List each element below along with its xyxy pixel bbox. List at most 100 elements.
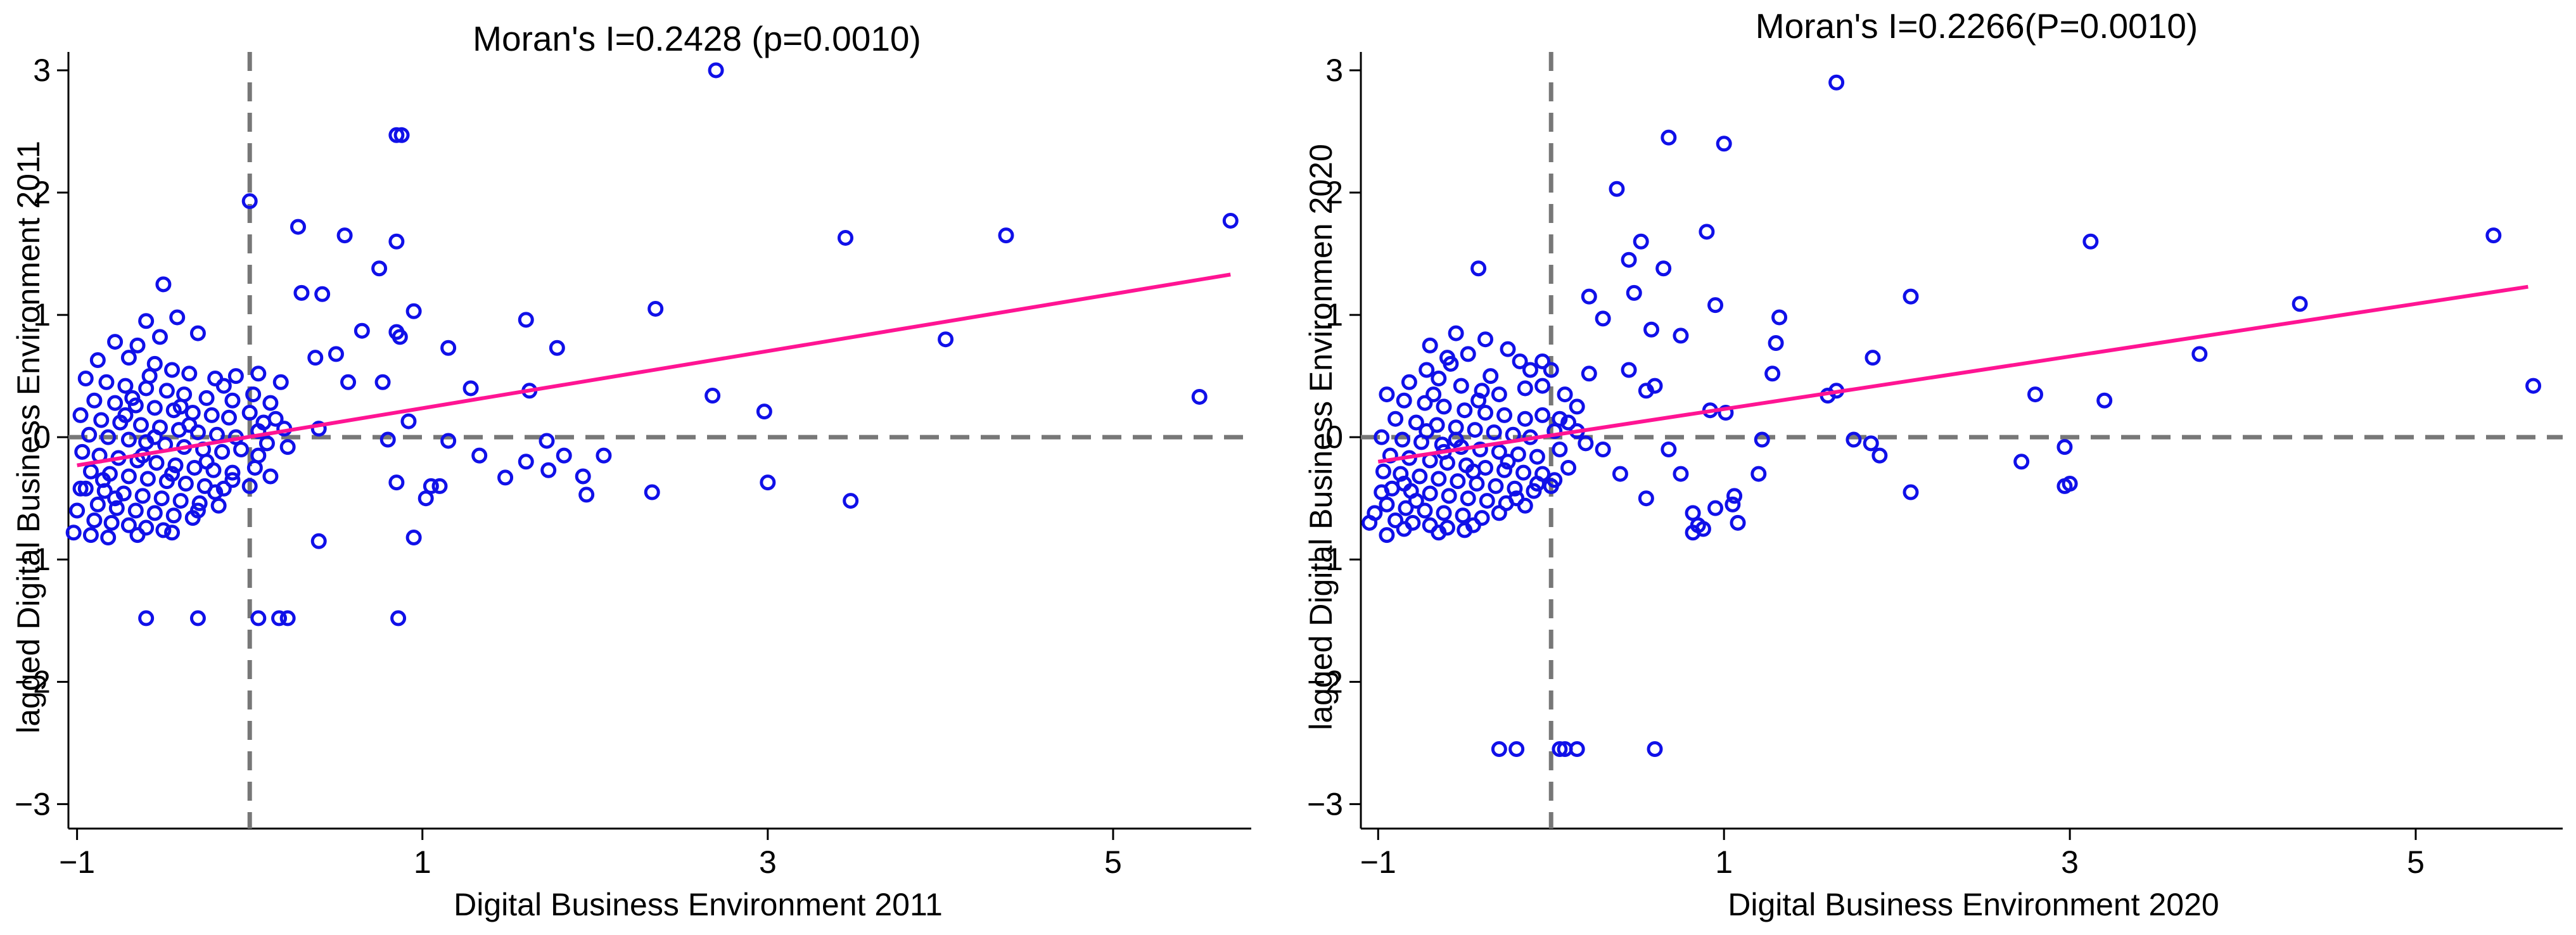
data-point-2011 (208, 426, 225, 443)
data-point-2011 (172, 398, 189, 415)
chart-title-2011: Moran's I=0.2428 (p=0.0010) (473, 19, 921, 58)
data-point-2011 (139, 471, 156, 487)
data-point-2020 (1828, 74, 1845, 91)
data-point-2020 (1529, 476, 1545, 492)
data-point-2020 (1621, 362, 1637, 378)
data-point-2020 (1425, 386, 1442, 403)
x-tick-label-2020: 5 (2407, 844, 2425, 880)
data-point-2020 (2027, 386, 2044, 403)
x-axis-label-2020: Digital Business Environment 2020 (1728, 887, 2219, 922)
data-point-2011 (129, 527, 146, 544)
data-point-2020 (1560, 414, 1577, 431)
data-point-2011 (107, 395, 124, 411)
data-point-2011 (390, 610, 407, 627)
data-point-2020 (1450, 473, 1466, 490)
data-point-2011 (207, 484, 224, 500)
data-point-2011 (158, 383, 175, 399)
data-point-2020 (1472, 441, 1488, 457)
data-point-2020 (1408, 493, 1424, 509)
data-point-2020 (1488, 478, 1504, 494)
data-point-2011 (354, 322, 370, 339)
data-point-2020 (1491, 505, 1507, 521)
data-point-2011 (98, 374, 115, 390)
data-point-2011 (250, 423, 267, 440)
data-point-2020 (1412, 468, 1428, 485)
data-point-2020 (1419, 423, 1435, 440)
data-point-2011 (310, 533, 327, 549)
data-point-2011 (65, 525, 82, 541)
data-point-2011 (164, 525, 181, 541)
data-point-2020 (1491, 386, 1507, 403)
data-point-2011 (172, 493, 189, 509)
data-point-2020 (1448, 431, 1464, 448)
data-point-2020 (1396, 521, 1412, 537)
data-point-2011 (644, 484, 660, 500)
data-point-2011 (181, 417, 198, 433)
data-point-2011 (540, 462, 557, 478)
data-point-2020 (1725, 496, 1741, 512)
data-point-2020 (1522, 362, 1538, 378)
x-tick-label-2020: −1 (1360, 844, 1396, 880)
y-tick-label-2011: −2 (15, 664, 51, 699)
data-point-2020 (1626, 284, 1642, 301)
data-point-2020 (1661, 129, 1677, 146)
data-point-2020 (1560, 459, 1577, 476)
data-point-2011 (181, 366, 198, 382)
y-tick-label-2020: −1 (1307, 542, 1343, 577)
data-point-2011 (647, 300, 664, 317)
data-point-2020 (1647, 741, 1663, 758)
scatter-panel-2020: Moran's I=0.2266(P=0.0010) Digital Busin… (1303, 6, 2563, 922)
data-point-2020 (1569, 398, 1585, 415)
data-point-2020 (1431, 525, 1447, 541)
data-point-2020 (1771, 309, 1788, 326)
data-point-2020 (1609, 181, 1625, 197)
data-point-2011 (138, 610, 155, 627)
data-point-2011 (108, 500, 125, 516)
data-point-2020 (1707, 297, 1724, 314)
data-point-2011 (117, 407, 134, 423)
data-point-2011 (1191, 388, 1208, 405)
y-tick-label-2020: −2 (1307, 664, 1343, 699)
data-point-2011 (198, 454, 215, 470)
data-point-2011 (86, 392, 103, 409)
data-point-2020 (1455, 507, 1471, 524)
data-point-2011 (77, 480, 94, 497)
data-point-2011 (132, 417, 149, 433)
data-point-2020 (1633, 233, 1649, 250)
data-point-2011 (189, 502, 206, 519)
data-point-2011 (843, 493, 859, 509)
data-point-2011 (82, 463, 99, 480)
data-point-2011 (107, 490, 124, 507)
data-point-2011 (938, 331, 954, 348)
data-point-2020 (1375, 463, 1391, 480)
data-point-2020 (1534, 353, 1551, 369)
data-point-2011 (279, 439, 296, 455)
data-point-2011 (462, 380, 479, 397)
data-point-2020 (1387, 512, 1404, 528)
data-point-2020 (1595, 310, 1611, 327)
data-point-2020 (1508, 490, 1525, 507)
data-point-2011 (440, 433, 457, 449)
data-point-2011 (575, 468, 591, 485)
data-point-2020 (2056, 439, 2073, 455)
data-point-2020 (1477, 331, 1494, 348)
data-point-2020 (1482, 368, 1499, 385)
plot-area-2011: −3 −2 −1 0 1 2 3 −1 1 3 5 (15, 52, 1251, 880)
data-point-2011 (169, 309, 186, 326)
y-tick-label-2011: 3 (33, 53, 51, 88)
data-point-2020 (1754, 431, 1770, 448)
data-point-2020 (1621, 251, 1637, 268)
data-point-2011 (89, 496, 106, 512)
data-point-2020 (1515, 464, 1532, 481)
data-point-2020 (1546, 472, 1563, 488)
data-point-2020 (1460, 346, 1476, 362)
data-point-2020 (1470, 260, 1487, 277)
y-tick-label-2020: 2 (1325, 175, 1343, 210)
data-point-2020 (1374, 429, 1390, 445)
data-point-2011 (214, 443, 231, 460)
data-point-2011 (267, 410, 284, 427)
data-point-2020 (1543, 362, 1559, 378)
data-point-2020 (1436, 505, 1452, 521)
data-point-2011 (72, 480, 89, 497)
y-tick-label-2020: 1 (1325, 297, 1343, 333)
